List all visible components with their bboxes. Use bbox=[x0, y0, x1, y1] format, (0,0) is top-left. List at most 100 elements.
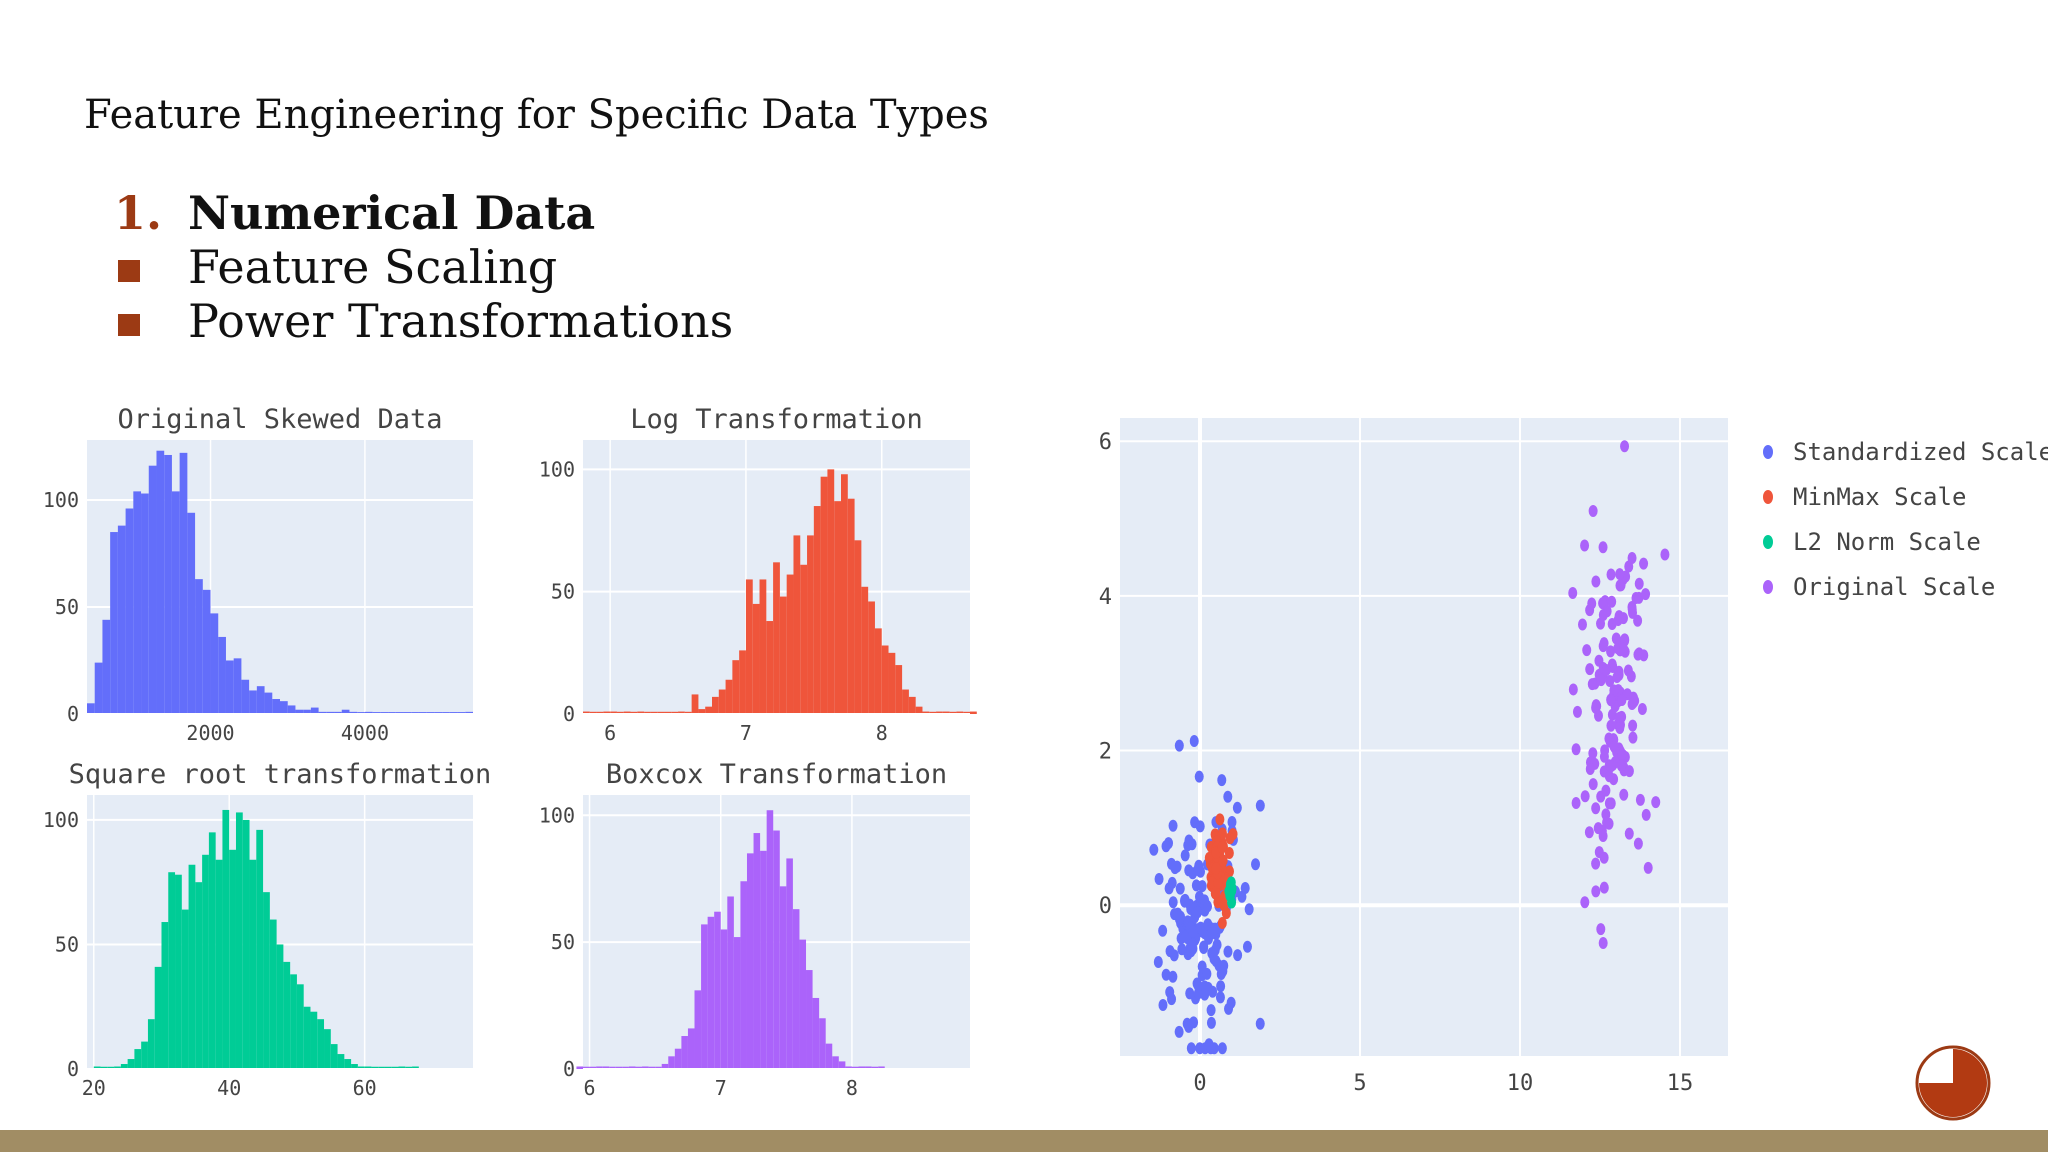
histogram-bar bbox=[754, 833, 761, 1069]
scatter-point bbox=[1591, 802, 1600, 814]
histogram-bar bbox=[203, 590, 211, 714]
scatter-point bbox=[1600, 852, 1609, 864]
histogram-bar bbox=[280, 701, 288, 714]
charts-canvas: 0501002000 4000Original Skewed Data050100… bbox=[0, 0, 2048, 1130]
histogram-bar bbox=[263, 892, 270, 1069]
histogram-bar bbox=[134, 1049, 141, 1069]
scatter-point bbox=[1641, 588, 1650, 600]
histogram-bar bbox=[668, 1056, 675, 1069]
histogram-bar bbox=[256, 830, 263, 1069]
histogram-bar bbox=[753, 604, 760, 714]
histogram-bar bbox=[827, 469, 834, 714]
y-tick-label: 0 bbox=[67, 1057, 79, 1081]
scatter-point bbox=[1635, 578, 1644, 590]
scatter-point bbox=[1586, 763, 1595, 775]
histogram-bar bbox=[800, 565, 807, 714]
histogram-bar bbox=[229, 850, 236, 1069]
scatter-point bbox=[1568, 587, 1577, 599]
histogram-bar bbox=[344, 1059, 351, 1069]
scatter-point bbox=[1597, 674, 1606, 686]
scatter-point bbox=[1162, 969, 1171, 981]
histogram-bar bbox=[272, 699, 280, 714]
histogram-bar bbox=[727, 896, 734, 1069]
scatter-point bbox=[1605, 770, 1614, 782]
scatter-point bbox=[1198, 961, 1207, 973]
scatter-point bbox=[1592, 699, 1601, 711]
histogram-bar bbox=[187, 513, 195, 714]
scatter-point bbox=[1615, 568, 1624, 580]
histogram-bar bbox=[156, 451, 164, 714]
y-tick-label: 0 bbox=[563, 702, 575, 726]
scatter-point bbox=[1207, 1004, 1216, 1016]
scatter-point bbox=[1185, 899, 1194, 911]
histogram-bar bbox=[243, 820, 250, 1069]
histogram-bar bbox=[739, 650, 746, 714]
scatter-point bbox=[1599, 609, 1608, 621]
histogram-bar bbox=[681, 1036, 688, 1069]
scatter-point bbox=[1599, 541, 1608, 553]
scatter-point bbox=[1601, 785, 1610, 797]
scatter-point bbox=[1212, 863, 1221, 875]
scatter-point bbox=[1633, 615, 1642, 627]
scatter-point bbox=[1195, 771, 1204, 783]
y-tick-label: 50 bbox=[55, 932, 79, 956]
histogram-bar bbox=[813, 998, 820, 1069]
scatter-point bbox=[1223, 946, 1232, 958]
histogram-bar bbox=[834, 501, 841, 714]
histogram-bar bbox=[793, 535, 800, 714]
histogram-bar bbox=[916, 707, 923, 714]
scatter-point bbox=[1600, 882, 1609, 894]
histogram-bar bbox=[760, 851, 767, 1069]
scatter-point bbox=[1628, 603, 1637, 615]
histogram-bar bbox=[832, 1056, 839, 1069]
scatter-point bbox=[1615, 580, 1624, 592]
histogram-bar bbox=[182, 910, 189, 1069]
histogram-bar bbox=[234, 658, 242, 714]
histogram-panel: 0501006 7 8Boxcox Transformation bbox=[539, 759, 970, 1100]
scatter-point bbox=[1619, 643, 1628, 655]
scatter-point bbox=[1617, 748, 1626, 760]
scatter-point bbox=[1628, 732, 1637, 744]
scatter-point bbox=[1585, 826, 1594, 838]
histogram-bar bbox=[773, 562, 780, 714]
y-tick-label: 50 bbox=[551, 580, 575, 604]
scatter-point bbox=[1177, 943, 1186, 955]
scatter-point bbox=[1256, 1018, 1265, 1030]
scatter-point bbox=[1169, 896, 1178, 908]
scatter-point bbox=[1227, 897, 1236, 909]
histogram-bar bbox=[195, 882, 202, 1069]
y-tick-label: 100 bbox=[539, 457, 575, 481]
scatter-point bbox=[1198, 880, 1207, 892]
histogram-bar bbox=[841, 474, 848, 714]
scatter-point bbox=[1243, 941, 1252, 953]
histogram-bar bbox=[708, 917, 715, 1069]
histogram-bar bbox=[288, 705, 296, 714]
scatter-point bbox=[1158, 925, 1167, 937]
histogram-bar bbox=[714, 912, 721, 1069]
histogram-bar bbox=[726, 680, 733, 714]
x-tick-label: 5 bbox=[1353, 1071, 1366, 1096]
scatter-point bbox=[1591, 858, 1600, 870]
histogram-bar bbox=[168, 872, 175, 1069]
histogram-bar bbox=[576, 1066, 583, 1069]
y-tick-label: 6 bbox=[1099, 430, 1112, 455]
x-tick-label: 7 bbox=[715, 1076, 727, 1100]
scatter-point bbox=[1596, 923, 1605, 935]
scatter-point bbox=[1218, 1042, 1227, 1054]
histogram-bar bbox=[814, 506, 821, 714]
chart-title: Log Transformation bbox=[630, 404, 923, 435]
scatter-point bbox=[1158, 999, 1167, 1011]
histogram-bar bbox=[732, 660, 739, 714]
x-tick-label: 7 bbox=[740, 721, 752, 745]
histogram-bar bbox=[249, 690, 257, 714]
histogram-panel: 05010020 40 60Square root transformation bbox=[43, 759, 491, 1100]
y-tick-label: 100 bbox=[43, 808, 79, 832]
x-tick-label: 2000 bbox=[186, 721, 234, 745]
scatter-point bbox=[1619, 789, 1628, 801]
histogram-bar bbox=[909, 697, 916, 714]
scatter-point bbox=[1149, 844, 1158, 856]
scatter-point bbox=[1615, 712, 1624, 724]
histogram-bar bbox=[895, 665, 902, 714]
scatter-point bbox=[1619, 612, 1628, 624]
y-tick-label: 0 bbox=[1099, 894, 1112, 919]
